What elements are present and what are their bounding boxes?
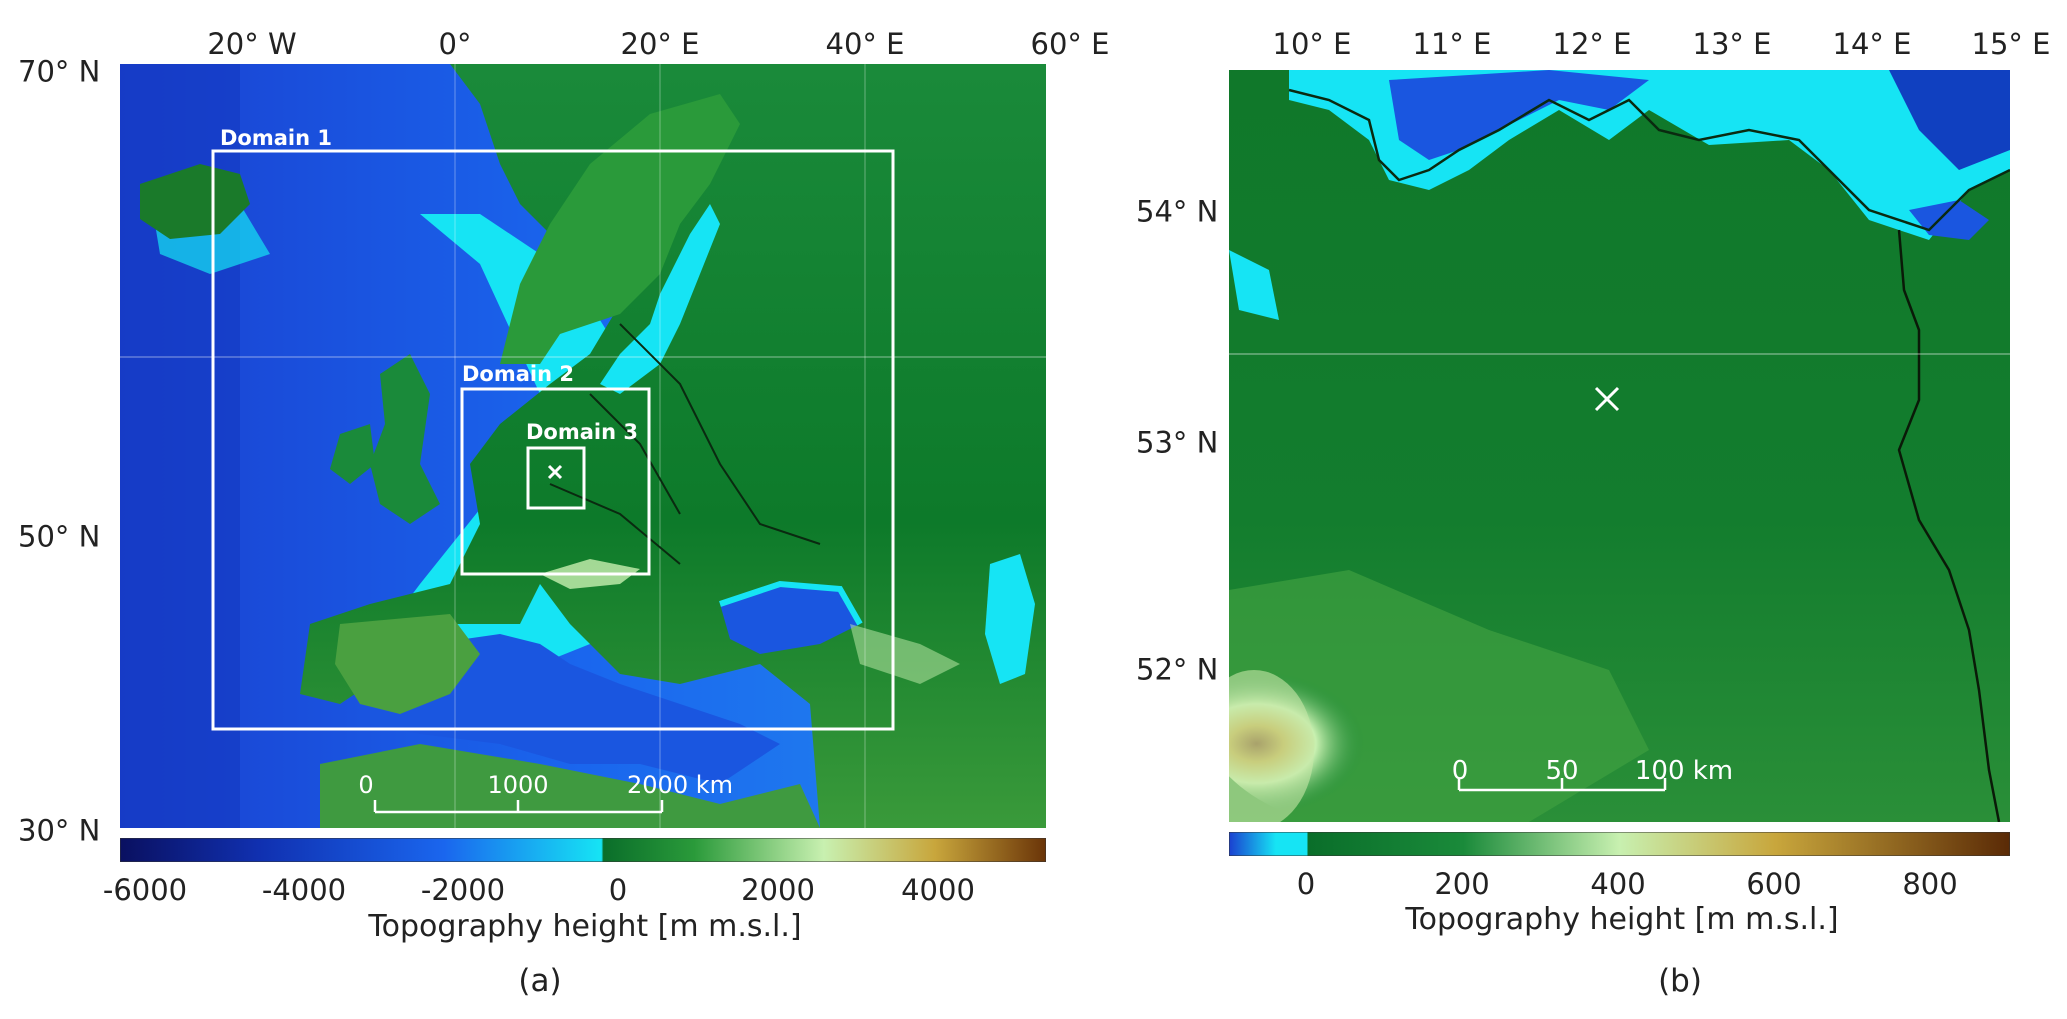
colorbar-tick-a: -6000	[102, 873, 188, 907]
scale-label-b: 100 km	[1634, 756, 1734, 786]
lon-tick-b: 11° E	[1412, 27, 1492, 61]
lon-tick-b: 10° E	[1272, 27, 1352, 61]
colorbar-tick-a: 4000	[901, 873, 975, 907]
domain-2-box	[460, 387, 651, 576]
lat-tick-b: 52° N	[1136, 652, 1219, 687]
scale-label-a: 0	[358, 771, 374, 799]
lon-tick-b: 13° E	[1692, 27, 1772, 61]
domain-3-label: Domain 3	[526, 420, 638, 444]
domain-1-box	[211, 149, 895, 731]
scale-label-b: 50	[1545, 756, 1579, 786]
colorbar-tick-a: 0	[608, 873, 628, 907]
domain-2-label: Domain 2	[462, 362, 574, 386]
europe-topography-map	[120, 64, 1046, 828]
scale-label-b: 0	[1451, 756, 1469, 786]
colorbar-tick-b: 600	[1746, 867, 1802, 901]
lat-tick-b: 54° N	[1136, 194, 1219, 229]
lat-tick-b: 53° N	[1136, 425, 1219, 460]
scale-label-a: 2000 km	[627, 771, 733, 799]
colorbar-b	[1229, 832, 2010, 856]
lon-tick-a: 20° W	[207, 27, 297, 61]
colorbar-label-b: Topography height [m m.s.l.]	[1405, 902, 1839, 937]
lon-tick-a: 60° E	[1030, 27, 1110, 61]
colorbar-tick-a: -2000	[420, 873, 506, 907]
domain-1-label: Domain 1	[220, 126, 332, 150]
lat-tick-a: 30° N	[18, 813, 101, 848]
colorbar-tick-a: -4000	[261, 873, 347, 907]
city-marker-a	[547, 464, 563, 480]
colorbar-a	[120, 838, 1046, 862]
scale-label-a: 1000	[487, 771, 549, 799]
national-border	[1897, 229, 2001, 822]
city-marker-b	[1594, 386, 1620, 412]
lon-tick-a: 0°	[438, 27, 472, 61]
scale-bar-a	[373, 800, 664, 814]
lon-tick-a: 20° E	[620, 27, 700, 61]
colorbar-tick-b: 800	[1902, 867, 1958, 901]
domain-3-box	[526, 446, 586, 510]
colorbar-tick-b: 200	[1434, 867, 1490, 901]
lat-tick-a: 70° N	[18, 54, 101, 89]
colorbar-label-a: Topography height [m m.s.l.]	[368, 909, 802, 944]
colorbar-tick-a: 2000	[741, 873, 815, 907]
lat-tick-a: 50° N	[18, 519, 101, 554]
scale-bar-b	[1457, 778, 1667, 792]
lon-tick-b: 12° E	[1552, 27, 1632, 61]
lon-tick-b: 15° E	[1971, 27, 2051, 61]
panel-letter-b: (b)	[1658, 963, 1702, 999]
colorbar-tick-b: 400	[1590, 867, 1646, 901]
lon-tick-a: 40° E	[825, 27, 905, 61]
lon-tick-b: 14° E	[1832, 27, 1912, 61]
colorbar-tick-b: 0	[1296, 867, 1316, 901]
regional-topography-map	[1229, 70, 2010, 822]
panel-letter-a: (a)	[518, 963, 562, 999]
